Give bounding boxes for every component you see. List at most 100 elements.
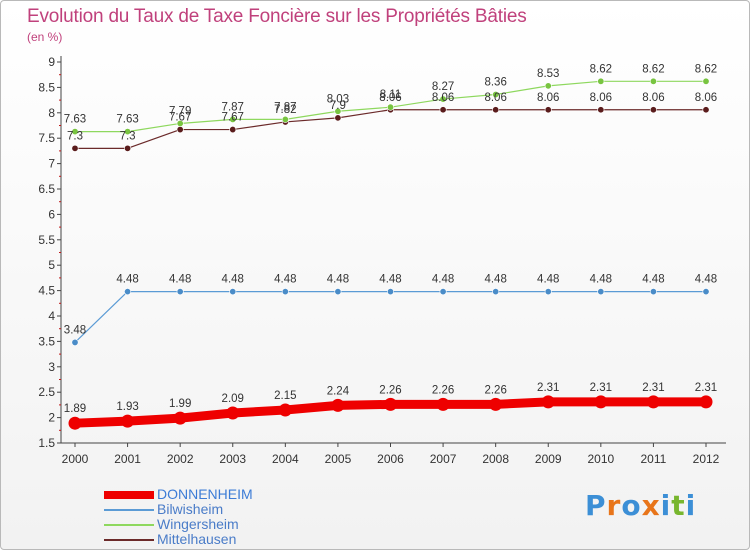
y-tick-label: 8.5 (38, 80, 55, 94)
data-point-wingersheim (229, 115, 237, 123)
data-label-donnenheim: 2.15 (274, 390, 296, 402)
logo-letter: t (671, 489, 686, 522)
data-point-wingersheim (71, 128, 79, 136)
data-point-donnenheim (121, 414, 135, 428)
data-point-bilwisheim (649, 288, 657, 296)
legend-label-wingersheim: Wingersheim (157, 516, 239, 532)
x-tick-label: 2006 (377, 452, 404, 466)
data-label-mittelhausen: 8.06 (642, 92, 664, 104)
data-point-mittelhausen (71, 144, 79, 152)
y-tick-label: 2.5 (38, 385, 55, 399)
y-tick-label: 7.5 (38, 131, 55, 145)
data-point-donnenheim (384, 397, 397, 411)
data-label-mittelhausen: 8.06 (695, 92, 717, 104)
data-label-wingersheim: 8.27 (432, 81, 454, 93)
data-point-bilwisheim (124, 288, 132, 296)
legend-swatch-bilwisheim (104, 509, 154, 511)
logo-letter: x (641, 489, 661, 522)
data-point-wingersheim (544, 82, 552, 90)
data-label-donnenheim: 1.89 (64, 403, 86, 415)
data-label-bilwisheim: 4.48 (642, 274, 664, 286)
x-tick-label: 2001 (114, 452, 141, 466)
data-point-donnenheim (331, 398, 345, 412)
data-label-mittelhausen: 7.67 (169, 112, 191, 124)
x-tick-label: 2004 (272, 452, 299, 466)
data-point-wingersheim (492, 91, 500, 99)
data-point-bilwisheim (229, 288, 237, 296)
logo-letter: r (606, 489, 622, 522)
legend-swatch-wingersheim (104, 524, 154, 526)
data-point-wingersheim (649, 77, 657, 85)
legend-label-donnenheim: DONNENHEIM (157, 486, 253, 502)
y-tick-label: 5 (48, 258, 55, 272)
data-point-mittelhausen (597, 106, 605, 114)
data-label-donnenheim: 2.24 (327, 385, 350, 397)
data-label-wingersheim: 7.79 (169, 105, 191, 117)
data-point-wingersheim (124, 128, 132, 136)
data-label-donnenheim: 2.26 (484, 384, 506, 396)
data-point-wingersheim (334, 107, 342, 115)
data-point-mittelhausen (649, 106, 657, 114)
data-label-wingersheim: 8.62 (695, 63, 717, 75)
data-label-bilwisheim: 4.48 (327, 274, 349, 286)
legend-swatch-mittelhausen (104, 539, 154, 541)
data-point-bilwisheim (597, 288, 605, 296)
data-label-wingersheim: 7.87 (222, 101, 244, 113)
y-tick-label: 5.5 (38, 233, 55, 247)
data-point-bilwisheim (71, 338, 79, 346)
legend-label-bilwisheim: Bilwisheim (157, 501, 224, 517)
data-label-bilwisheim: 4.48 (537, 274, 559, 286)
x-tick-label: 2010 (587, 452, 614, 466)
legend-swatch-donnenheim (104, 491, 154, 499)
y-tick-label: 2 (48, 411, 55, 425)
data-point-bilwisheim (492, 288, 500, 296)
y-tick-label: 3.5 (38, 334, 55, 348)
x-tick-label: 2009 (535, 452, 562, 466)
data-point-bilwisheim (176, 288, 184, 296)
y-tick-label: 6 (48, 207, 55, 221)
y-tick-label: 1.5 (38, 436, 55, 450)
data-label-donnenheim: 2.26 (379, 384, 401, 396)
data-point-mittelhausen (176, 126, 184, 134)
data-point-wingersheim (597, 77, 605, 85)
data-point-wingersheim (281, 115, 289, 123)
legend-label-mittelhausen: Mittelhausen (157, 531, 237, 547)
data-point-wingersheim (176, 119, 184, 127)
logo-letter: i (685, 489, 697, 522)
data-point-donnenheim (489, 397, 503, 411)
line-chart: 1.5 2 2.5 3 3.5 4 4.5 5 5.5 6 6.5 7 7.5 8 8.5 9 2000 2001… (38, 55, 726, 466)
data-label-bilwisheim: 4.48 (590, 274, 612, 286)
data-point-donnenheim (68, 416, 82, 430)
data-label-bilwisheim: 4.48 (379, 274, 401, 286)
data-point-donnenheim (436, 397, 450, 411)
data-label-bilwisheim: 4.48 (116, 274, 138, 286)
data-label-donnenheim: 2.31 (642, 382, 664, 394)
data-label-bilwisheim: 3.48 (64, 324, 86, 336)
data-label-wingersheim: 8.62 (642, 63, 664, 75)
data-point-donnenheim (541, 395, 555, 409)
data-label-wingersheim: 8.62 (590, 63, 612, 75)
data-label-donnenheim: 1.93 (116, 401, 138, 413)
data-label-wingersheim: 8.03 (327, 93, 349, 105)
logo-letter: P (585, 489, 607, 522)
logo-letter: i (660, 489, 672, 522)
data-label-bilwisheim: 4.48 (484, 274, 506, 286)
data-label-mittelhausen: 8.06 (590, 92, 612, 104)
x-tick-label: 2007 (430, 452, 457, 466)
data-label-wingersheim: 8.11 (380, 89, 402, 101)
data-label-wingersheim: 8.53 (537, 68, 559, 80)
data-point-bilwisheim (702, 288, 710, 296)
data-point-wingersheim (439, 95, 447, 103)
data-point-donnenheim (699, 395, 713, 409)
data-label-donnenheim: 2.31 (695, 382, 717, 394)
data-label-mittelhausen: 8.06 (537, 92, 559, 104)
x-tick-label: 2002 (167, 452, 194, 466)
data-label-mittelhausen: 7.67 (222, 112, 244, 124)
data-point-bilwisheim (334, 288, 342, 296)
data-label-mittelhausen: 8.06 (484, 92, 506, 104)
data-point-donnenheim (594, 395, 608, 409)
data-label-mittelhausen: 8.06 (432, 92, 454, 104)
data-point-mittelhausen (439, 106, 447, 114)
data-label-donnenheim: 2.09 (222, 393, 244, 405)
data-label-bilwisheim: 4.48 (169, 274, 191, 286)
